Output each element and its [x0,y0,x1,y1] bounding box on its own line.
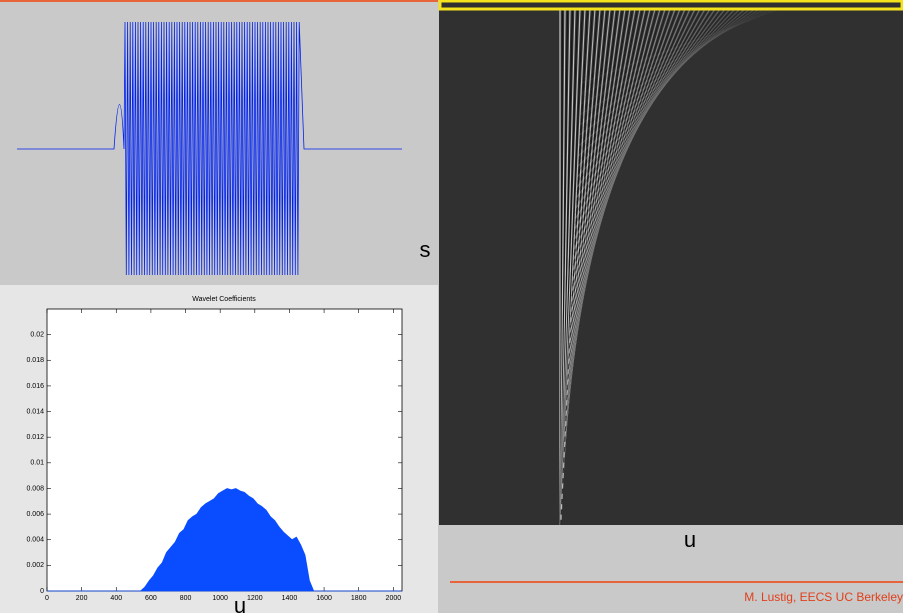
y-tick-label: 0.004 [26,537,44,544]
chart-title: Wavelet Coefficients [192,296,256,303]
x-tick-label: 800 [180,595,192,602]
position-label: u [684,527,696,552]
y-tick-label: 0.016 [26,383,44,390]
x-tick-label: 200 [76,595,88,602]
x-tick-label: 2000 [386,595,402,602]
footer: M. Lustig, EECS UC Berkeley [744,590,903,604]
x-tick-label: 1400 [282,595,298,602]
y-tick-label: 0.02 [30,331,44,338]
x-tick-label: 1600 [316,595,332,602]
x-tick-label: 600 [145,595,157,602]
slide: Wavelet Coefficients 0 0.002 0.004 0.006 0.0… [0,0,903,613]
scale-label: s [420,237,431,262]
x-tick-label: 1800 [351,595,367,602]
y-tick-label: 0.002 [26,562,44,569]
y-tick-label: 0 [40,588,44,595]
y-tick-label: 0.008 [26,485,44,492]
x-tick-label: 400 [110,595,122,602]
scalogram [439,0,903,525]
y-tick-label: 0.006 [26,511,44,518]
y-tick-label: 0.018 [26,357,44,364]
x-tick-label: 0 [45,595,49,602]
position-label: u [234,593,246,613]
y-tick-label: 0.01 [30,460,44,467]
x-tick-label: 1200 [247,595,263,602]
y-tick-label: 0.012 [26,434,44,441]
x-tick-label: 1000 [212,595,228,602]
y-tick-label: 0.014 [26,408,44,415]
